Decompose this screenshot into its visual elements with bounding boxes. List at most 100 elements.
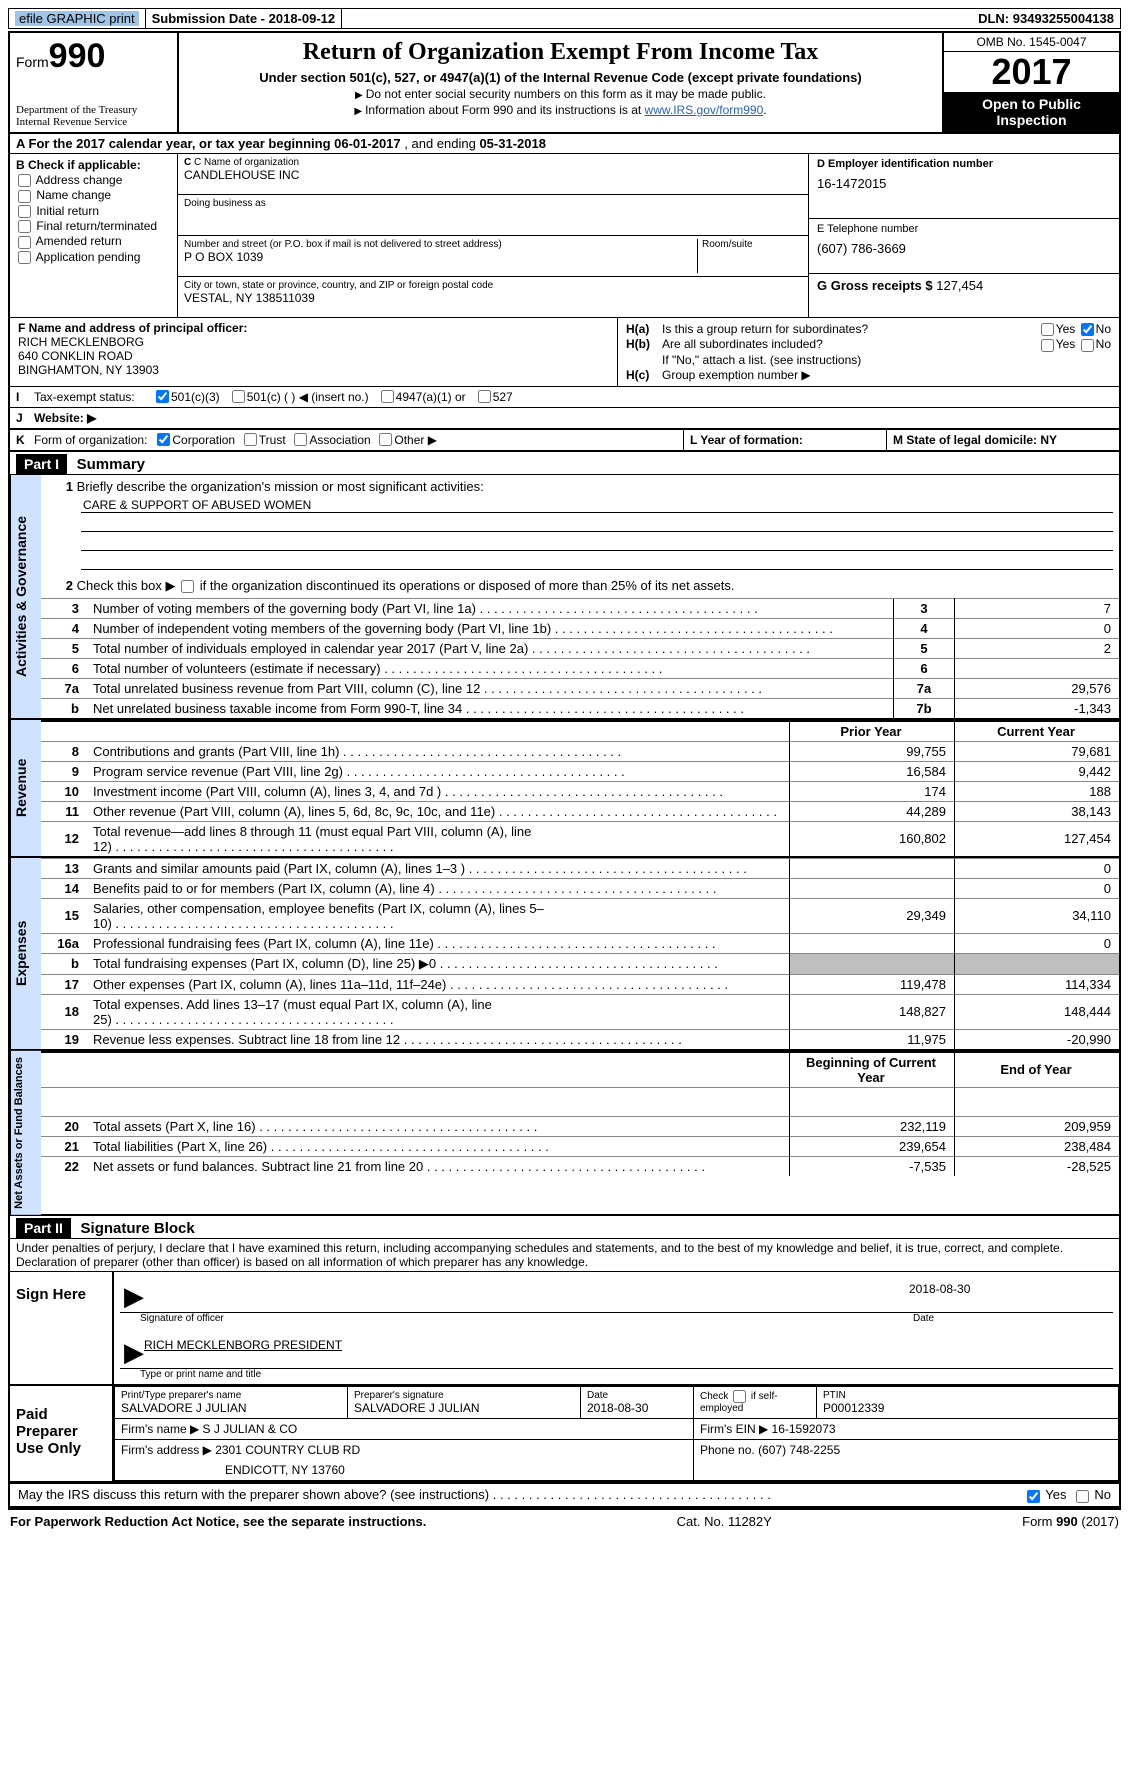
hb-no-checkbox[interactable] — [1081, 339, 1094, 352]
tel-box: E Telephone number (607) 786-3669 — [809, 219, 1119, 274]
street-label: Number and street (or P.O. box if mail i… — [184, 239, 693, 250]
firm-addr-label: Firm's address ▶ — [121, 1443, 215, 1457]
current-value: 0 — [955, 858, 1120, 878]
line-text: Total assets (Part X, line 16) — [87, 1116, 790, 1136]
irs-link[interactable]: www.IRS.gov/form990 — [645, 103, 764, 117]
open-public: Open to Public Inspection — [944, 92, 1119, 132]
current-value: 148,444 — [955, 994, 1120, 1029]
declaration: Under penalties of perjury, I declare th… — [10, 1238, 1119, 1271]
sig-date-label: Date — [913, 1313, 1113, 1324]
line-text: Total revenue—add lines 8 through 11 (mu… — [87, 821, 790, 856]
col-prior: Beginning of Current Year — [790, 1052, 955, 1088]
current-value: 209,959 — [955, 1116, 1120, 1136]
form-title: Return of Organization Exempt From Incom… — [189, 39, 932, 66]
ptin-value: P00012339 — [823, 1401, 884, 1415]
i-501c3-checkbox[interactable] — [156, 390, 169, 403]
vlabel-net: Net Assets or Fund Balances — [10, 1051, 41, 1215]
form-header: Form990 Department of the Treasury Inter… — [8, 31, 1121, 134]
section-b: B Check if applicable: Address change Na… — [10, 154, 178, 317]
hb-yes-checkbox[interactable] — [1041, 339, 1054, 352]
org-name: CANDLEHOUSE INC — [184, 168, 802, 182]
b-checkbox[interactable] — [18, 220, 31, 233]
prior-value: 11,975 — [790, 1029, 955, 1049]
b-checkbox[interactable] — [18, 205, 31, 218]
b-checkbox[interactable] — [18, 251, 31, 264]
k-assoc-checkbox[interactable] — [294, 433, 307, 446]
part2: Part II Signature Block Under penalties … — [8, 1216, 1121, 1483]
line-num: 15 — [41, 898, 87, 933]
note2-pre: Information about Form 990 and its instr… — [365, 103, 644, 117]
line-text: Total liabilities (Part X, line 26) — [87, 1136, 790, 1156]
line-num: 19 — [41, 1029, 87, 1049]
section-j: J Website: ▶ — [8, 408, 1121, 430]
i-501c-checkbox[interactable] — [232, 390, 245, 403]
preparer-table: Print/Type preparer's nameSALVADORE J JU… — [114, 1386, 1119, 1481]
efile-button[interactable]: efile GRAPHIC print — [15, 11, 139, 26]
line-text: Number of voting members of the governin… — [87, 598, 894, 618]
a-end: 05-31-2018 — [479, 136, 546, 151]
ein-label: D Employer identification number — [817, 158, 993, 170]
line-text: Total expenses. Add lines 13–17 (must eq… — [87, 994, 790, 1029]
discuss-yes-checkbox[interactable] — [1027, 1490, 1040, 1503]
line-box: 5 — [894, 638, 955, 658]
omb-number: OMB No. 1545-0047 — [944, 33, 1119, 52]
ha-no-checkbox[interactable] — [1081, 323, 1094, 336]
a-label: A For the 2017 calendar year, or tax yea… — [16, 136, 334, 151]
discuss-no: No — [1094, 1487, 1111, 1502]
vlabel-gov: Activities & Governance — [10, 475, 41, 718]
line-box: 3 — [894, 598, 955, 618]
prior-value: 119,478 — [790, 974, 955, 994]
page-footer: For Paperwork Reduction Act Notice, see … — [8, 1508, 1121, 1533]
i-527-checkbox[interactable] — [478, 390, 491, 403]
ha-label: H(a) — [626, 322, 662, 336]
k-trust: Trust — [259, 433, 286, 447]
k-key: K — [16, 433, 34, 447]
city-label: City or town, state or province, country… — [184, 280, 802, 291]
vlabel-rev: Revenue — [10, 720, 41, 856]
line-value: 0 — [955, 618, 1120, 638]
k-corp: Corporation — [172, 433, 235, 447]
b-checkbox[interactable] — [18, 190, 31, 203]
current-value: 34,110 — [955, 898, 1120, 933]
i-501c3: 501(c)(3) — [171, 390, 220, 404]
b-checkbox[interactable] — [18, 174, 31, 187]
section-a: A For the 2017 calendar year, or tax yea… — [8, 134, 1121, 154]
officer-name: RICH MECKLENBORG — [18, 335, 609, 349]
footer-right-pre: Form — [1022, 1514, 1056, 1529]
col-curr: Current Year — [955, 721, 1120, 742]
i-4947-checkbox[interactable] — [381, 390, 394, 403]
prior-value: 160,802 — [790, 821, 955, 856]
discuss-no-checkbox[interactable] — [1076, 1490, 1089, 1503]
k-other-checkbox[interactable] — [379, 433, 392, 446]
section-c: C C Name of organization CANDLEHOUSE INC… — [178, 154, 808, 317]
line-num: 10 — [41, 781, 87, 801]
prep-name-label: Print/Type preparer's name — [121, 1390, 341, 1401]
bcd-block: B Check if applicable: Address change Na… — [8, 154, 1121, 318]
q2-post: if the organization discontinued its ope… — [200, 578, 735, 593]
k-assoc: Association — [309, 433, 370, 447]
sig-officer-label: Signature of officer — [140, 1313, 913, 1324]
b-option-label: Amended return — [33, 234, 122, 248]
submission-seg: Submission Date - 2018-09-12 — [146, 9, 343, 28]
current-value: 0 — [955, 878, 1120, 898]
section-f: F Name and address of principal officer:… — [10, 318, 618, 386]
city-value: VESTAL, NY 138511039 — [184, 291, 802, 305]
k-other: Other ▶ — [394, 433, 437, 447]
mission-line3 — [81, 536, 1113, 551]
dept-line1: Department of the Treasury — [16, 104, 171, 116]
b-checkbox[interactable] — [18, 236, 31, 249]
current-value: 0 — [955, 933, 1120, 953]
phone-label: Phone no. — [700, 1443, 758, 1457]
q2-checkbox[interactable] — [181, 580, 194, 593]
line-num: 9 — [41, 761, 87, 781]
gov-table: 3 Number of voting members of the govern… — [41, 598, 1119, 718]
k-corp-checkbox[interactable] — [157, 433, 170, 446]
line-num: 22 — [41, 1156, 87, 1176]
k-trust-checkbox[interactable] — [244, 433, 257, 446]
sig-date: 2018-08-30 — [909, 1282, 1109, 1312]
self-employed-checkbox[interactable] — [733, 1390, 746, 1403]
fh-block: F Name and address of principal officer:… — [8, 318, 1121, 387]
line-num: 4 — [41, 618, 87, 638]
firm-addr2: ENDICOTT, NY 13760 — [225, 1463, 345, 1477]
ha-yes-checkbox[interactable] — [1041, 323, 1054, 336]
